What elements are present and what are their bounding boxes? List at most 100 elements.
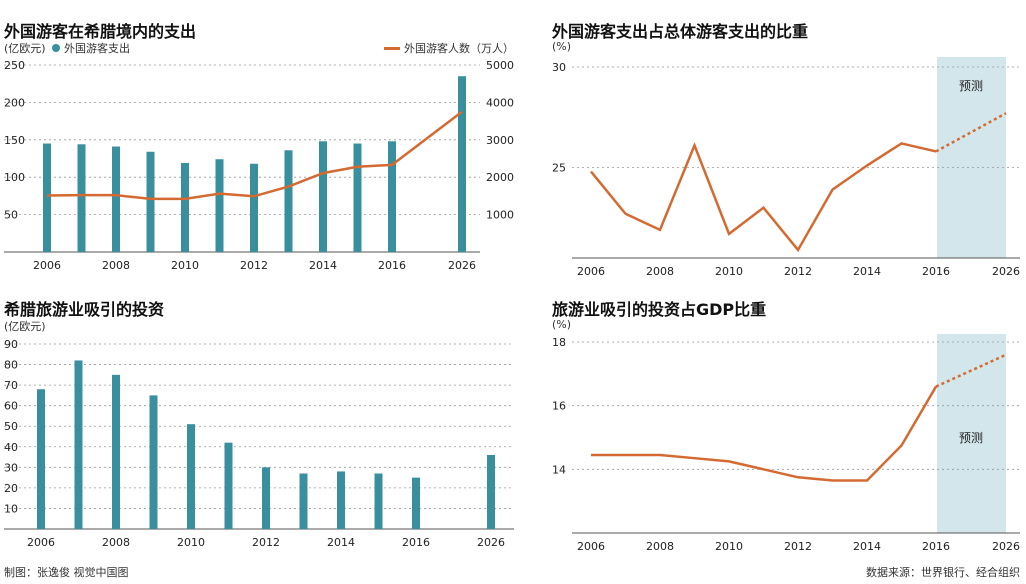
bar-2016 [388, 141, 396, 252]
share-forecast-line [935, 112, 1007, 153]
y-tick-label: 150 [4, 134, 25, 147]
bar-2016 [412, 477, 420, 529]
x-tick-label: 2010 [171, 259, 199, 272]
chart1-ylabel: (亿欧元) [4, 42, 46, 55]
chart4-plot: 预测 14 16 18 2006 2008 2010 2012 2014 2016 2026 [552, 334, 1020, 553]
x-tick-label: 2010 [715, 540, 743, 553]
chart3-title: 希腊旅游业吸引的投资 [4, 300, 165, 319]
x-tick-label: 2006 [577, 265, 605, 278]
y2-tick-label: 4000 [486, 96, 514, 109]
gdp-share-line [591, 385, 938, 482]
x-tick-label: 2016 [922, 540, 950, 553]
y-tick-label: 18 [552, 336, 566, 349]
y2-tick-label: 1000 [486, 209, 514, 222]
forecast-label: 预测 [959, 79, 983, 93]
y2-tick-label: 5000 [486, 59, 514, 72]
y-tick-label: 14 [552, 463, 566, 476]
bar-2010 [181, 162, 189, 252]
bar-2011 [215, 159, 224, 252]
y-tick-label: 100 [4, 171, 25, 184]
bar-2026 [458, 76, 466, 252]
bar-2014 [319, 141, 327, 252]
y-tick-label: 30 [552, 61, 566, 74]
x-tick-label: 2008 [102, 536, 130, 549]
chart1-legend-line: 外国游客人数（万人） [384, 40, 514, 56]
share-line [590, 142, 937, 253]
x-tick-label: 2012 [784, 540, 812, 553]
y2-tick-label: 2000 [486, 171, 514, 184]
y-tick-label: 20 [4, 482, 18, 495]
y-tick-label: 80 [4, 359, 18, 372]
x-tick-label: 2014 [327, 536, 355, 549]
bar-2012 [262, 467, 270, 529]
bar-2011 [224, 442, 233, 529]
x-tick-label: 2026 [477, 536, 505, 549]
bar-2013 [299, 473, 308, 529]
x-tick-label: 2012 [252, 536, 280, 549]
legend-line-swatch [384, 46, 400, 50]
x-tick-label: 2012 [784, 265, 812, 278]
x-tick-label: 2026 [448, 259, 476, 272]
bar-2008 [112, 374, 120, 529]
chart1-title: 外国游客在希腊境内的支出 [4, 22, 197, 41]
y-tick-label: 50 [4, 209, 18, 222]
x-tick-label: 2008 [646, 265, 674, 278]
x-tick-label: 2014 [853, 540, 881, 553]
x-tick-label: 2014 [853, 265, 881, 278]
x-tick-label: 2010 [177, 536, 205, 549]
chart3-ylabel: (亿欧元) [4, 320, 46, 333]
x-tick-label: 2016 [402, 536, 430, 549]
visitors-line [46, 110, 463, 201]
y-tick-label: 16 [552, 400, 566, 413]
y2-tick-label: 3000 [486, 134, 514, 147]
chart3-plot: 10 20 30 40 50 60 70 80 90 2006 2008 2010 2012 2014 20… [4, 338, 514, 549]
bar-2009 [146, 151, 155, 252]
y-tick-label: 25 [552, 162, 566, 175]
chart2-title: 外国游客支出占总体游客支出的比重 [552, 22, 809, 41]
chart2-ylabel: (%) [552, 40, 572, 53]
y-tick-label: 30 [4, 461, 18, 474]
footer-credit: 制图：张逸俊 视觉中国图 [4, 566, 129, 579]
y-tick-label: 70 [4, 379, 18, 392]
forecast-band [937, 334, 1006, 533]
y-tick-label: 50 [4, 420, 18, 433]
forecast-label: 预测 [959, 431, 983, 445]
x-tick-label: 2006 [33, 259, 61, 272]
x-tick-label: 2008 [102, 259, 130, 272]
bar-2009 [149, 395, 158, 529]
bar-2015 [353, 143, 362, 252]
chart1-legend-bar: 外国游客支出 [52, 40, 130, 56]
x-tick-label: 2026 [992, 265, 1020, 278]
y-tick-label: 200 [4, 96, 25, 109]
bar-2026 [487, 455, 495, 529]
chart1-plot: 50 100 150 200 250 2006 2008 2010 2012 2014 2016 20… [4, 59, 514, 272]
chart4-title: 旅游业吸引的投资占GDP比重 [552, 300, 767, 319]
bar-2008 [112, 146, 120, 252]
bar-2006 [37, 389, 45, 529]
y-tick-label: 10 [4, 502, 18, 515]
x-tick-label: 2012 [240, 259, 268, 272]
chart4-ylabel: (%) [552, 318, 572, 331]
y-tick-label: 40 [4, 441, 18, 454]
bar-2006 [43, 143, 51, 252]
bar-2013 [284, 150, 293, 252]
x-tick-label: 2006 [27, 536, 55, 549]
legend-bar-label: 外国游客支出 [64, 42, 130, 55]
bar-2007 [77, 144, 86, 252]
chart2-plot: 预测 25 30 2006 2008 2010 2012 2014 2016 2026 [552, 57, 1020, 278]
bar-2014 [337, 471, 345, 529]
footer-source: 数据来源：世界银行、经合组织 [866, 566, 1020, 579]
x-tick-label: 2010 [715, 265, 743, 278]
gdp-share-forecast-line [935, 353, 1007, 388]
legend-bar-swatch [52, 44, 60, 52]
legend-line-label: 外国游客人数（万人） [404, 42, 514, 55]
bar-2012 [250, 163, 258, 252]
bar-2010 [187, 424, 195, 529]
y-tick-label: 250 [4, 59, 25, 72]
bar-2015 [374, 473, 383, 529]
bar-2007 [74, 360, 83, 529]
x-tick-label: 2014 [309, 259, 337, 272]
x-tick-label: 2026 [992, 540, 1020, 553]
x-tick-label: 2016 [378, 259, 406, 272]
x-tick-label: 2006 [577, 540, 605, 553]
